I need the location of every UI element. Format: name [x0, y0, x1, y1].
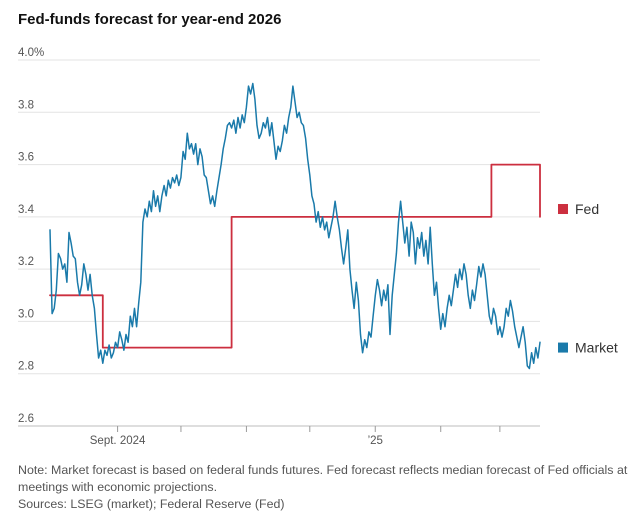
y-tick-label: 2.8: [18, 361, 34, 373]
legend-swatch-market: [558, 342, 568, 353]
y-axis-ticks: 4.0% 3.8 3.6 3.4 3.2 3.0 2.8 2.6: [18, 47, 44, 425]
footnote: Note: Market forecast is based on federa…: [18, 463, 628, 494]
y-tick-label: 4.0%: [18, 47, 44, 59]
y-tick-label: 3.6: [18, 152, 34, 164]
grid-lines: [18, 59, 540, 427]
y-tick-label: 3.4: [18, 204, 35, 216]
legend-label-market: Market: [575, 340, 618, 356]
chart-footer: Note: Market forecast is based on federa…: [18, 462, 630, 513]
series-lines: [49, 82, 541, 370]
source-line: Sources: LSEG (market); Federal Reserve …: [18, 497, 285, 511]
series-line-fed: [49, 163, 541, 349]
legend-label-fed: Fed: [575, 201, 599, 217]
y-tick-label: 3.2: [18, 256, 34, 268]
legend: Market Fed: [558, 201, 618, 356]
series-line-market: [49, 82, 541, 370]
chart-canvas: 4.0%3.83.63.43.23.02.82.6 Sept. 2024’25 …: [18, 47, 618, 447]
x-axis-ticks: Sept. 2024 ’25: [18, 425, 540, 447]
legend-swatch-fed: [558, 204, 568, 215]
chart-title: Fed-funds forecast for year-end 2026: [18, 11, 282, 28]
x-tick-label: ’25: [368, 435, 383, 447]
x-tick-label: Sept. 2024: [90, 435, 146, 447]
y-tick-label: 3.8: [18, 99, 34, 111]
y-tick-label: 3.0: [18, 308, 34, 320]
y-tick-label: 2.6: [18, 413, 34, 425]
